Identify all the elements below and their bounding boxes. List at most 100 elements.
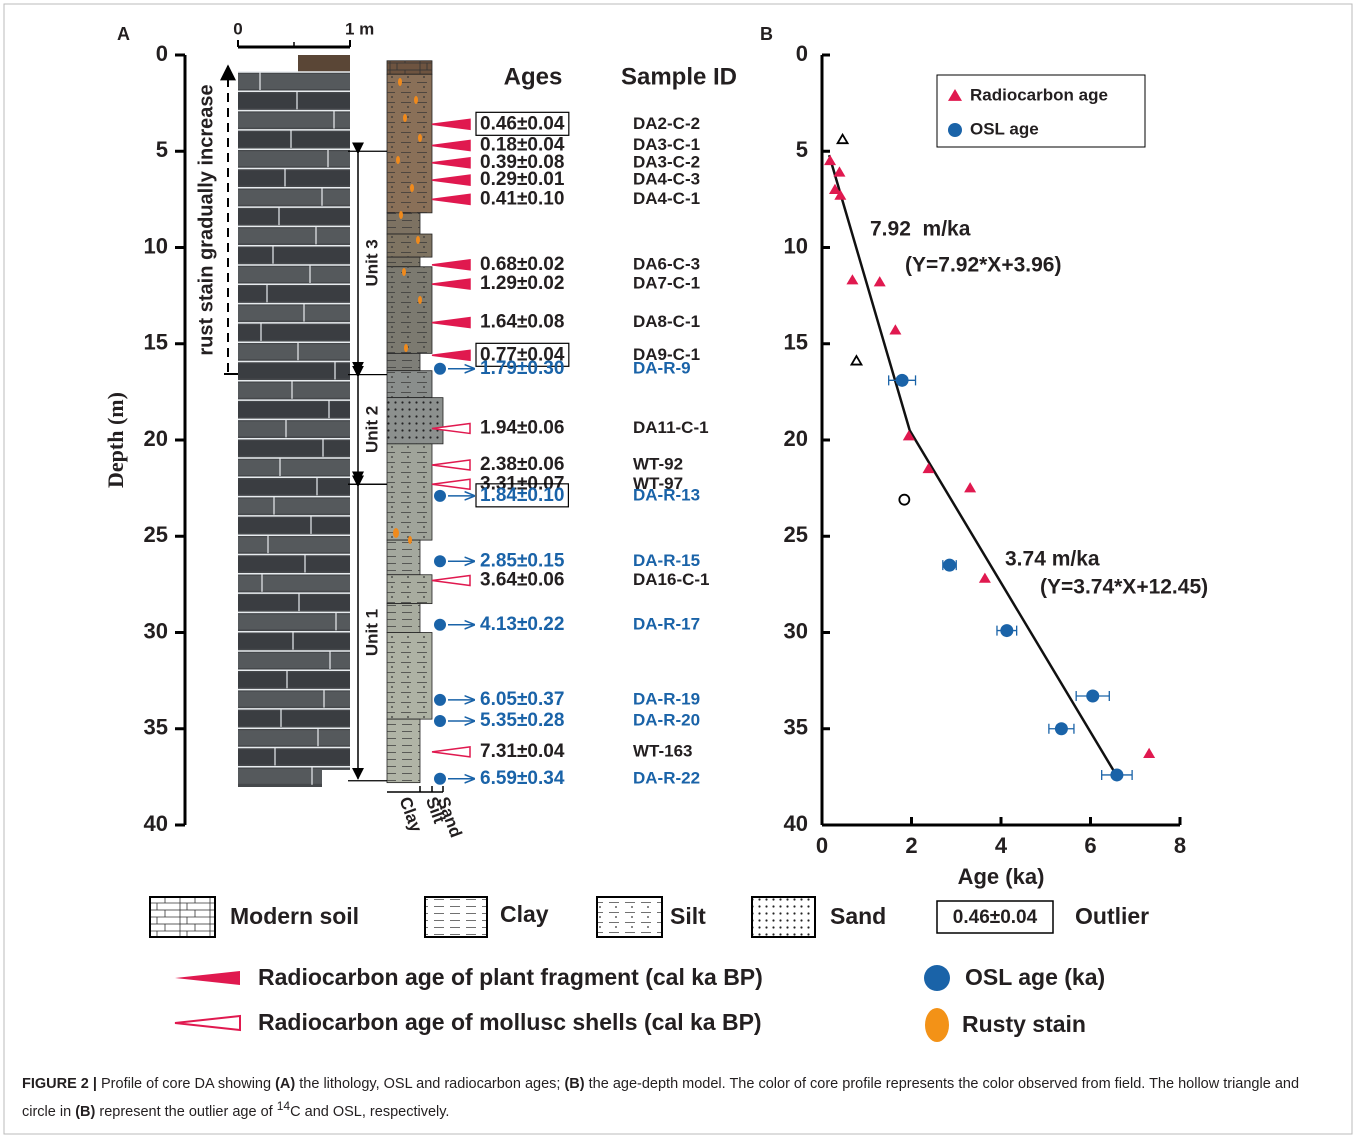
y-tick-label: 35 [784,715,808,740]
osl-point [1054,722,1068,736]
legend-swatch [424,896,488,938]
sample-age: 7.31±0.04 [480,741,565,762]
osl-marker [434,618,446,631]
column-header: Ages [504,63,563,90]
rusty-stains [393,78,422,544]
legend-swatch [936,900,1054,934]
lithology-pattern [387,397,443,444]
x-tick-label: 6 [1084,833,1096,858]
unit-label: Unit 2 [362,406,381,453]
photo-stripe [238,440,350,456]
photo-stripe [238,556,350,572]
rusty-stain [399,211,403,219]
sample-age: 1.79±0.30 [480,358,564,379]
photo-stripe [238,595,350,611]
rusty-stain [418,134,422,142]
shell-marker [431,422,471,435]
sample-age: 0.41±0.10 [480,188,564,209]
column-header: Sample ID [621,63,737,90]
legend-swatch [596,896,663,938]
annotation: (Y=3.74*X+12.45) [1040,576,1208,599]
legend-label: Outlier [1075,903,1149,929]
rusty-stain [402,268,406,276]
sample-age: 5.35±0.28 [480,710,564,731]
sample-id: DA-R-13 [633,485,700,504]
y-tick-label: 30 [784,618,808,643]
y-tick-label: 15 [784,330,808,355]
lithology-pattern [387,443,432,541]
rusty-stain [396,156,400,164]
osl-point [1110,768,1124,782]
sample-age: 0.46±0.04 [480,113,565,134]
caption-text: 14 [276,1099,291,1113]
caption-text: represent the outlier age of [99,1103,273,1120]
photo-stripe [238,498,350,514]
radiocarbon-point [828,183,841,194]
rusty-stain [410,184,414,192]
rusty-stain [398,78,402,86]
radiocarbon-point [978,572,991,583]
lithology-pattern [387,74,432,213]
y-tick-label: 15 [144,330,168,355]
sample-id: WT-92 [633,455,683,474]
unit-label: Unit 3 [362,239,381,286]
photo-stripe [238,479,350,495]
sample-id: DA4-C-1 [633,189,700,208]
photo-stripe [238,228,350,244]
plant-marker [431,278,471,290]
shell-marker [431,459,471,471]
y-axis-title: Depth (m) [103,392,128,488]
y-tick-label: 20 [144,426,168,451]
legend-swatch [149,896,216,938]
caption-text: the age-depth model. The color of core p… [22,1076,1300,1120]
sample-age: 2.85±0.15 [480,550,565,571]
photo-stripe [238,421,350,437]
caption-text: (B) [75,1103,96,1120]
osl-marker [434,772,446,785]
grain-label: Clay [396,794,426,835]
lithology-column [386,60,444,784]
radiocarbon-point [846,274,859,285]
caption-label: FIGURE 2 | [22,1076,97,1092]
outlier-point [849,354,864,366]
panel-label: B [760,24,773,44]
legend-label: 0.46±0.04 [953,907,1038,928]
x-tick-label: 4 [995,833,1008,858]
sample-age: 0.18±0.04 [480,134,565,155]
photo-stripe [238,672,350,688]
photo-stripe [238,74,350,89]
photo-stripe [238,170,350,186]
x-axis-title: Age (ka) [958,864,1045,889]
fit-line [827,154,1119,778]
y-tick-label: 40 [784,811,808,836]
rusty-stain [404,344,408,352]
legend-label: Radiocarbon age of mollusc shells (cal k… [258,1009,762,1035]
photo-stripe [238,209,350,225]
legend-label: Sand [830,903,886,929]
sample-age: 1.29±0.02 [480,273,564,294]
y-tick-label: 0 [156,41,168,66]
photo-stripe [238,151,350,167]
outlier-box [475,483,569,508]
photo-stripe [238,324,350,340]
photo-stripe [238,537,350,553]
sample-id: DA-R-19 [633,689,700,708]
x-tick-label: 0 [816,833,828,858]
photo-stripe [238,247,350,263]
photo-stripe [238,131,350,147]
photo-top [298,55,350,72]
caption-text: (A) [275,1076,296,1092]
y-tick-label: 40 [144,811,168,836]
lithology-pattern [387,540,420,575]
rusty-stain [393,528,399,538]
legend-box [936,74,1146,148]
shell-marker [431,745,471,758]
y-tick-label: 10 [144,233,168,258]
legend-label: Rusty stain [962,1011,1086,1037]
y-tick-label: 0 [796,41,808,66]
lithology-pattern [387,212,420,235]
sample-age: 4.13±0.22 [480,614,564,635]
legend-swatch [924,965,950,991]
